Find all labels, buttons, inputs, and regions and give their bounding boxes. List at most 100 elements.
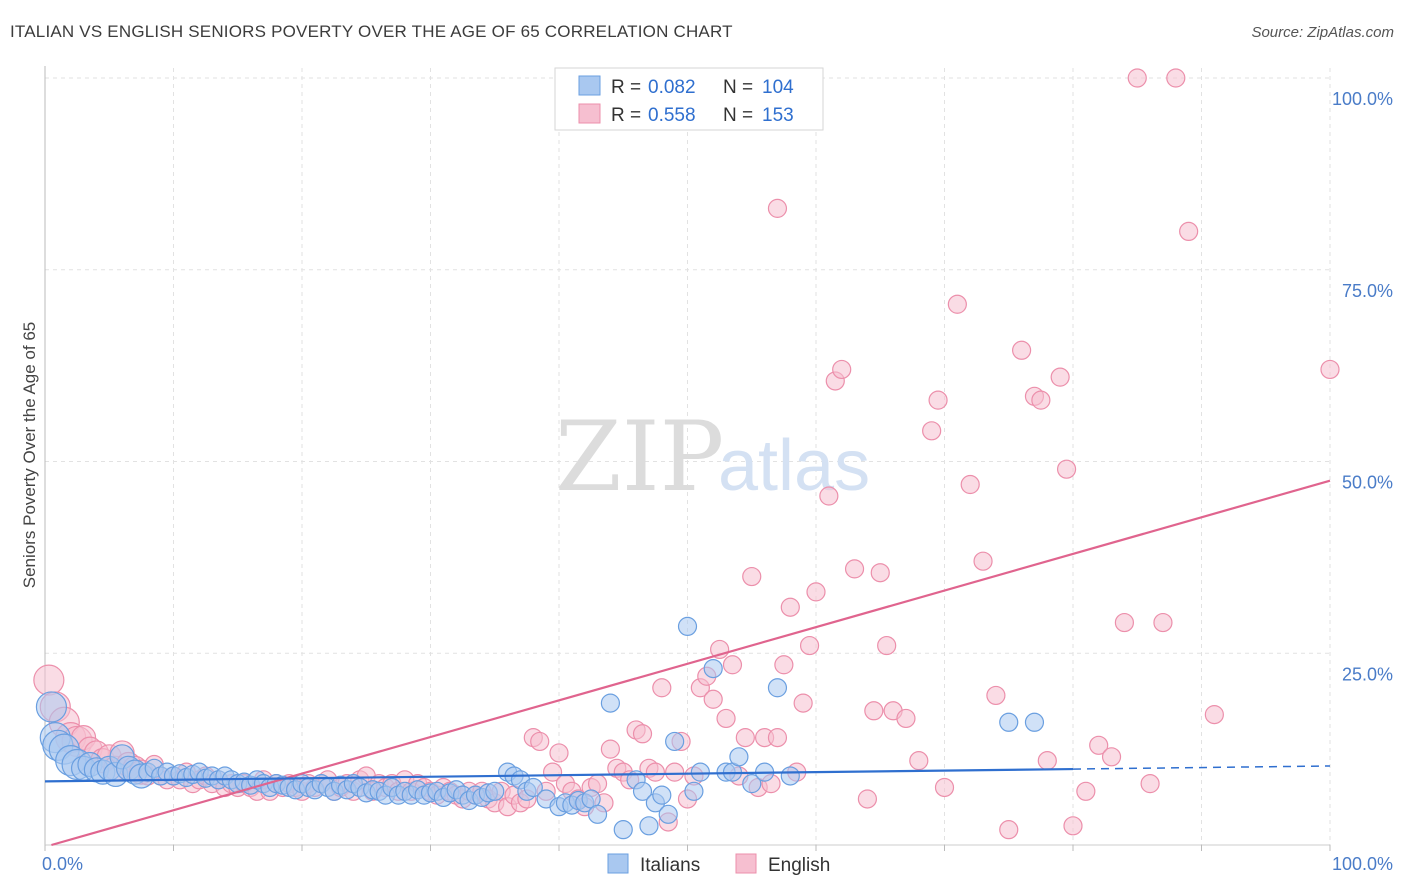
watermark: ZIP atlas bbox=[555, 401, 870, 513]
english-point bbox=[799, 635, 820, 656]
english-point bbox=[549, 743, 569, 763]
watermark-zip: ZIP bbox=[555, 401, 724, 513]
italians-r-label: R = bbox=[611, 77, 641, 98]
english-point bbox=[973, 551, 993, 571]
italians-point bbox=[600, 693, 621, 713]
italians-point bbox=[35, 691, 68, 723]
english-point bbox=[864, 701, 884, 721]
english-point bbox=[1063, 816, 1083, 836]
italians-point bbox=[690, 762, 710, 782]
legend-italians-swatch bbox=[607, 853, 629, 874]
english-point bbox=[1153, 612, 1173, 633]
italians-point bbox=[1024, 712, 1045, 732]
english-point bbox=[1166, 68, 1186, 88]
english-point bbox=[832, 359, 852, 380]
italians-point bbox=[632, 781, 653, 801]
english-point bbox=[1204, 705, 1224, 725]
english-point bbox=[1011, 340, 1032, 360]
english-point bbox=[947, 294, 967, 314]
english-point bbox=[934, 777, 955, 798]
italians-r-value: 0.082 bbox=[648, 77, 696, 98]
english-point bbox=[960, 474, 980, 495]
english-point bbox=[530, 731, 550, 752]
italians-point bbox=[613, 820, 633, 840]
italians-point bbox=[639, 816, 659, 836]
english-point bbox=[857, 789, 878, 809]
english-point bbox=[742, 566, 762, 587]
english-point bbox=[793, 693, 813, 713]
english-point bbox=[986, 685, 1006, 706]
english-trend-line bbox=[51, 479, 1331, 847]
english-point bbox=[877, 635, 897, 656]
english-point bbox=[896, 708, 916, 729]
italians-point bbox=[652, 785, 672, 805]
y-tick-label: 50.0% bbox=[1342, 473, 1393, 493]
y-tick-label: 100.0% bbox=[1332, 89, 1393, 109]
italians-point bbox=[703, 658, 723, 679]
english-point bbox=[1179, 221, 1199, 241]
chart-source: Source: ZipAtlas.com bbox=[1251, 24, 1394, 41]
english-point bbox=[722, 655, 743, 675]
english-point bbox=[542, 762, 563, 782]
y-axis-title: Seniors Poverty Over the Age of 65 bbox=[20, 322, 39, 588]
english-point bbox=[1037, 751, 1057, 771]
english-r-label: R = bbox=[611, 105, 641, 126]
english-point bbox=[806, 582, 826, 602]
english-point bbox=[819, 486, 839, 506]
english-point bbox=[665, 762, 685, 782]
english-point bbox=[1056, 459, 1077, 479]
english-point bbox=[716, 708, 736, 729]
english-point bbox=[928, 390, 948, 410]
english-point bbox=[767, 728, 788, 748]
english-point bbox=[774, 655, 794, 675]
trend-lines bbox=[44, 479, 1331, 847]
english-point bbox=[1114, 612, 1135, 633]
english-point bbox=[780, 597, 800, 617]
english-swatch bbox=[578, 103, 601, 124]
chart-title: ITALIAN VS ENGLISH SENIORS POVERTY OVER … bbox=[10, 22, 733, 41]
tick-labels: 25.0% 50.0% 75.0% 100.0% 0.0% 100.0% bbox=[42, 89, 1393, 874]
italians-point bbox=[665, 731, 685, 752]
english-point bbox=[735, 728, 755, 748]
italians-trend-line bbox=[44, 767, 1074, 783]
italians-point bbox=[780, 766, 800, 786]
english-point bbox=[645, 762, 665, 782]
english-point bbox=[870, 563, 890, 583]
italians-n-label: N = bbox=[723, 77, 753, 98]
x-tick-label: 0.0% bbox=[42, 854, 83, 874]
italians-trend-extension bbox=[1072, 765, 1331, 770]
english-point bbox=[1031, 390, 1051, 410]
english-point bbox=[632, 724, 653, 744]
y-tick-label: 25.0% bbox=[1342, 664, 1393, 684]
italians-point bbox=[523, 777, 543, 798]
english-point bbox=[33, 664, 65, 696]
x-tick-label: 100.0% bbox=[1332, 854, 1393, 874]
english-point bbox=[1050, 367, 1070, 387]
legend-english-label: English bbox=[768, 855, 830, 876]
legend-italians-label: Italians bbox=[640, 855, 700, 876]
english-point bbox=[844, 559, 865, 579]
english-point bbox=[767, 198, 788, 218]
italians-point bbox=[485, 781, 505, 801]
y-tick-label: 75.0% bbox=[1342, 281, 1393, 301]
italians-points bbox=[35, 616, 1045, 840]
english-point bbox=[600, 739, 621, 759]
watermark-atlas: atlas bbox=[718, 426, 870, 506]
italians-point bbox=[684, 781, 704, 801]
italians-point bbox=[677, 616, 698, 637]
italians-point bbox=[587, 804, 608, 824]
english-point bbox=[1101, 747, 1122, 767]
english-point bbox=[1140, 774, 1160, 794]
english-point bbox=[1320, 359, 1340, 380]
english-n-value: 153 bbox=[762, 105, 794, 126]
italians-point bbox=[999, 712, 1019, 732]
legend: Italians English bbox=[607, 853, 830, 876]
legend-english-swatch bbox=[735, 853, 757, 874]
english-point bbox=[1089, 735, 1109, 755]
english-point bbox=[1076, 781, 1096, 801]
italians-point bbox=[658, 804, 678, 824]
english-n-label: N = bbox=[723, 105, 753, 126]
stats-box: R = 0.082 N = 104 R = 0.558 N = 153 bbox=[554, 67, 824, 131]
english-r-value: 0.558 bbox=[648, 105, 696, 126]
